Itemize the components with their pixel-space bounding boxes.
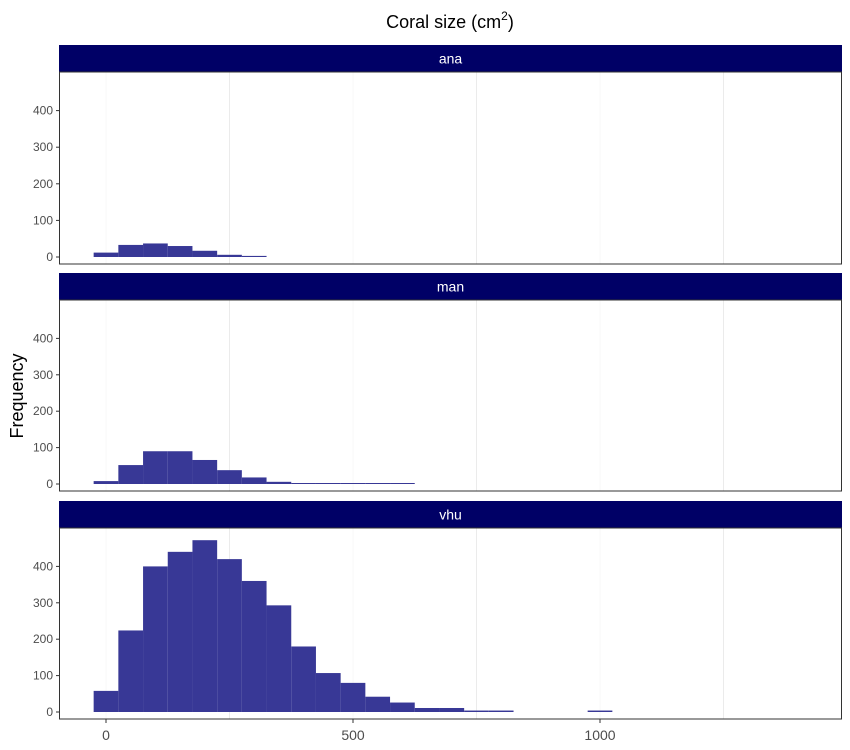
histogram-bar — [489, 711, 514, 712]
x-tick-label: 0 — [102, 727, 110, 743]
histogram-bar — [588, 711, 613, 712]
facet-strip-label: vhu — [439, 507, 462, 523]
histogram-bar — [168, 552, 193, 712]
histogram-bar — [291, 646, 316, 712]
facet-strip-label: ana — [439, 51, 463, 67]
y-tick-label: 100 — [33, 441, 53, 455]
y-tick-label: 200 — [33, 404, 53, 418]
x-axis: 0 500 1000 — [102, 719, 616, 743]
histogram-bar — [192, 540, 217, 712]
histogram-bar — [341, 483, 366, 484]
histogram-bar — [94, 691, 119, 712]
histogram-bar — [390, 703, 415, 712]
y-tick-label: 400 — [33, 331, 53, 345]
histogram-bar — [94, 253, 119, 257]
y-tick-label: 0 — [46, 477, 53, 491]
facet-panel-ana: ana 0 100 200 300 400 — [33, 45, 842, 264]
histogram-bar — [94, 481, 119, 484]
y-tick-label: 300 — [33, 140, 53, 154]
histogram-bar — [415, 708, 440, 712]
histogram-bar — [217, 559, 242, 712]
y-tick-label: 100 — [33, 213, 53, 227]
histogram-bar — [291, 483, 316, 484]
histogram-bar — [242, 477, 267, 484]
histogram-bar — [192, 251, 217, 257]
histogram-bar — [316, 673, 341, 712]
histogram-bar — [267, 605, 292, 712]
histogram-bar — [143, 566, 168, 712]
histogram-bar — [118, 465, 143, 484]
y-tick-label: 300 — [33, 368, 53, 382]
y-tick-label: 200 — [33, 177, 53, 191]
histogram-bar — [242, 581, 267, 712]
histogram-bar — [365, 697, 390, 712]
panel-border — [60, 72, 842, 264]
histogram-bar — [192, 460, 217, 484]
chart-title-main: Coral size (cm — [386, 12, 501, 32]
chart-title-suffix: ) — [508, 12, 514, 32]
facet-strip-label: man — [437, 279, 464, 295]
histogram-bar — [439, 708, 464, 712]
x-tick-label: 1000 — [584, 727, 615, 743]
y-tick-label: 400 — [33, 559, 53, 573]
y-tick-label: 400 — [33, 104, 53, 118]
y-tick-label: 0 — [46, 250, 53, 264]
facet-panel-vhu: vhu 0 100 200 300 400 — [33, 501, 842, 719]
histogram-bar — [143, 243, 168, 257]
histogram-bar — [217, 470, 242, 484]
histogram-bar — [217, 255, 242, 257]
histogram-bar — [143, 451, 168, 484]
y-tick-label: 100 — [33, 669, 53, 683]
y-tick-label: 300 — [33, 596, 53, 610]
chart-title: Coral size (cm2) — [386, 9, 514, 32]
histogram-bar — [242, 256, 267, 257]
histogram-bar — [316, 483, 341, 484]
histogram-bar — [464, 711, 489, 712]
histogram-bar — [341, 683, 366, 712]
y-axis-title: Frequency — [7, 353, 27, 438]
histogram-bar — [168, 246, 193, 257]
histogram-bar — [168, 451, 193, 484]
facet-panels: ana 0 100 200 300 400 man 0 100 200 300 400 vhu 0 100 2… — [33, 45, 842, 719]
facet-panel-man: man 0 100 200 300 400 — [33, 273, 842, 491]
histogram-bar — [267, 482, 292, 484]
histogram-bar — [365, 483, 390, 484]
x-tick-label: 500 — [341, 727, 365, 743]
histogram-bar — [390, 483, 415, 484]
histogram-bar — [118, 245, 143, 257]
y-tick-label: 200 — [33, 632, 53, 646]
y-tick-label: 0 — [46, 705, 53, 719]
histogram-bar — [118, 630, 143, 712]
